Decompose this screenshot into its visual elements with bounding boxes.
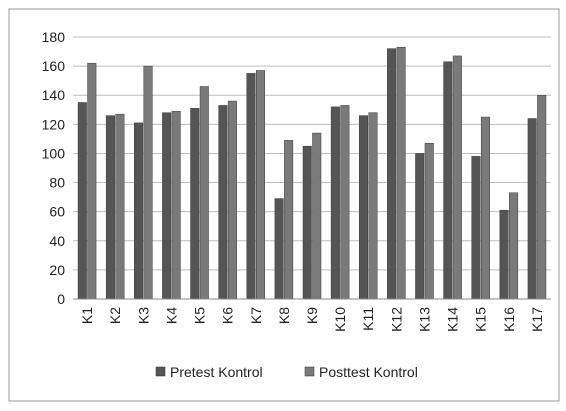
bar-posttest — [480, 116, 490, 300]
bar-pretest — [415, 153, 425, 300]
bar-posttest — [396, 46, 406, 300]
x-tick-label: K3 — [135, 307, 151, 324]
y-axis-ticks: 0 20 40 60 80 100 120 140 160 180 — [42, 29, 66, 307]
legend-label: Pretest Kontrol — [170, 364, 263, 380]
legend-label: Posttest Kontrol — [319, 364, 418, 380]
y-tick-label: 60 — [49, 204, 65, 220]
bar-posttest — [171, 110, 181, 300]
bar-pretest — [134, 122, 144, 300]
bar-posttest — [537, 94, 547, 300]
bar-posttest — [143, 65, 153, 300]
x-tick-label: K13 — [416, 307, 432, 332]
bar-posttest — [452, 55, 462, 300]
bar-pretest — [105, 115, 115, 300]
x-tick-label: K16 — [501, 307, 517, 332]
y-tick-label: 40 — [49, 233, 65, 249]
x-tick-label: K11 — [360, 307, 376, 331]
bar-pretest — [162, 112, 172, 300]
bar-pretest — [274, 198, 284, 300]
bar-pretest — [190, 108, 200, 300]
bar-posttest — [199, 86, 209, 300]
bar-posttest — [368, 112, 378, 300]
bar-pretest — [358, 115, 368, 300]
y-tick-label: 120 — [42, 116, 66, 132]
bar-pretest — [218, 105, 228, 300]
y-tick-label: 180 — [42, 29, 66, 45]
y-tick-label: 20 — [49, 262, 65, 278]
x-tick-label: K10 — [332, 307, 348, 332]
bar-pretest — [499, 209, 509, 300]
legend: Pretest Kontrol Posttest Kontrol — [155, 364, 418, 380]
bars — [77, 46, 547, 300]
chart-border — [8, 8, 560, 402]
x-tick-label: K17 — [529, 307, 545, 332]
x-tick-label: K9 — [304, 307, 320, 324]
x-tick-label: K6 — [220, 307, 236, 324]
bar-posttest — [340, 105, 350, 300]
legend-swatch — [155, 366, 166, 377]
x-tick-label: K8 — [276, 307, 292, 324]
bar-pretest — [302, 145, 312, 300]
x-tick-label: K4 — [163, 307, 179, 324]
bar-pretest — [527, 118, 537, 300]
bar-pretest — [471, 156, 481, 300]
bar-posttest — [87, 62, 97, 300]
x-tick-label: K1 — [79, 307, 95, 324]
bar-posttest — [284, 140, 294, 300]
bar-pretest — [330, 106, 340, 300]
y-tick-label: 80 — [49, 175, 65, 191]
bar-posttest — [256, 70, 266, 300]
x-tick-label: K15 — [473, 307, 489, 332]
bar-posttest — [227, 100, 237, 300]
y-tick-label: 160 — [42, 58, 66, 74]
x-tick-label: K5 — [192, 307, 208, 324]
x-tick-label: K7 — [248, 307, 264, 324]
y-tick-label: 140 — [42, 87, 66, 103]
y-tick-label: 100 — [42, 145, 66, 161]
bar-pretest — [387, 48, 397, 300]
x-tick-label: K12 — [388, 307, 404, 332]
y-tick-label: 0 — [57, 291, 65, 307]
legend-swatch — [304, 366, 315, 377]
x-axis-ticks: K1 K2 K3 K4 K5 K6 K7 K8 K9 K10 K11 K12 K13 K14 K15 K16 K… — [79, 307, 545, 332]
bar-pretest — [443, 61, 453, 300]
x-tick-label: K2 — [107, 307, 123, 324]
bar-pretest — [77, 102, 87, 300]
x-tick-label: K14 — [445, 307, 461, 332]
bar-posttest — [115, 113, 125, 300]
bar-posttest — [424, 143, 434, 300]
bar-posttest — [312, 132, 322, 300]
bar-posttest — [509, 192, 519, 300]
bar-pretest — [246, 73, 256, 300]
